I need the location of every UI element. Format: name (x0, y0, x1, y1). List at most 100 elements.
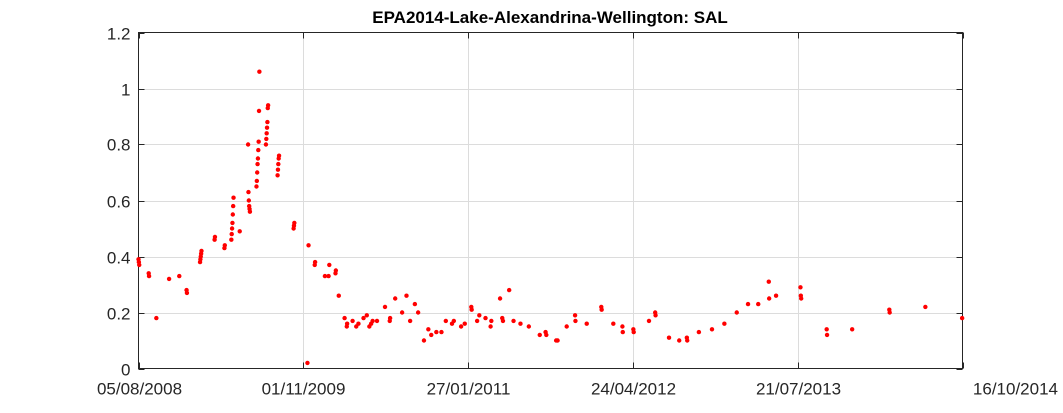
data-point (426, 327, 431, 332)
data-point (745, 301, 751, 307)
data-point (722, 321, 727, 326)
data-point (361, 315, 366, 321)
data-point (620, 329, 625, 335)
data-point (415, 310, 421, 315)
y-tick-label: 0.8 (107, 136, 131, 155)
data-point (333, 268, 339, 273)
data-point (264, 125, 270, 130)
y-tick-label: 0.2 (107, 305, 131, 324)
data-point (421, 338, 427, 343)
data-point (166, 276, 172, 282)
data-point (653, 313, 658, 318)
data-point (245, 142, 251, 147)
data-point (265, 103, 271, 108)
plot-area (138, 32, 963, 369)
data-point (336, 293, 341, 298)
data-point (275, 167, 281, 172)
x-tick-label: 01/11/2009 (262, 380, 346, 399)
data-point (230, 203, 236, 209)
data-point (766, 296, 772, 301)
data-point (350, 318, 355, 324)
data-point (322, 273, 328, 279)
data-point (387, 315, 393, 321)
data-point (246, 198, 252, 203)
data-point (709, 327, 715, 332)
data-point (462, 321, 467, 326)
data-point (488, 324, 493, 329)
data-point (564, 324, 569, 329)
data-point (555, 338, 560, 343)
data-point (631, 329, 636, 335)
data-point (344, 321, 350, 326)
data-point (734, 310, 739, 315)
data-point (247, 209, 253, 214)
data-point (824, 327, 829, 332)
data-point (537, 332, 542, 338)
data-point (275, 173, 280, 178)
data-point (230, 220, 235, 226)
data-point (458, 324, 464, 329)
data-point (518, 321, 523, 326)
y-tick-label: 1 (121, 81, 130, 100)
data-point (222, 243, 227, 248)
data-point (544, 332, 549, 338)
data-point (374, 318, 380, 324)
data-point (849, 327, 855, 332)
data-point (212, 234, 218, 240)
data-point (256, 108, 262, 114)
data-point (254, 178, 260, 184)
data-point (798, 285, 803, 290)
data-point (306, 243, 311, 248)
data-point (489, 318, 494, 324)
data-point (312, 259, 318, 265)
data-point (477, 313, 482, 318)
data-point (407, 318, 413, 324)
data-point (526, 324, 532, 329)
data-point (276, 153, 282, 158)
data-point (356, 321, 361, 326)
data-point (230, 212, 236, 217)
data-point (429, 332, 434, 338)
data-point (264, 136, 269, 142)
chart-title: EPA2014-Lake-Alexandrina-Wellington: SAL (372, 8, 728, 27)
data-point (393, 296, 398, 301)
data-point (265, 119, 270, 125)
data-point (256, 147, 261, 153)
data-point (199, 248, 204, 254)
data-point (246, 189, 251, 195)
y-tick-label: 0.4 (107, 249, 131, 268)
data-point (599, 307, 604, 312)
data-point (292, 220, 297, 226)
data-point (497, 296, 503, 301)
data-point (511, 318, 516, 324)
data-point (146, 273, 152, 279)
data-point (254, 184, 259, 189)
data-point (404, 293, 409, 298)
data-point (276, 161, 281, 167)
data-point (611, 321, 616, 326)
grid-layer (138, 32, 963, 369)
x-tick-label: 16/10/2014 (973, 380, 1058, 399)
data-point (229, 226, 235, 231)
data-point (305, 360, 310, 366)
data-point (412, 301, 418, 307)
data-point (685, 338, 690, 343)
data-point (154, 315, 159, 321)
data-point (696, 329, 702, 335)
data-point (327, 262, 332, 268)
data-point (364, 313, 369, 318)
data-point (184, 290, 190, 296)
data-point (572, 313, 578, 318)
data-point (451, 318, 457, 324)
data-point (584, 321, 589, 326)
data-point (666, 335, 672, 340)
data-point (959, 315, 965, 321)
data-point (177, 273, 182, 279)
y-tick-label: 1.2 (107, 25, 131, 44)
data-point (824, 332, 830, 338)
data-point (620, 324, 625, 329)
data-point (483, 315, 488, 321)
data-point (399, 310, 405, 315)
data-point (573, 318, 578, 324)
